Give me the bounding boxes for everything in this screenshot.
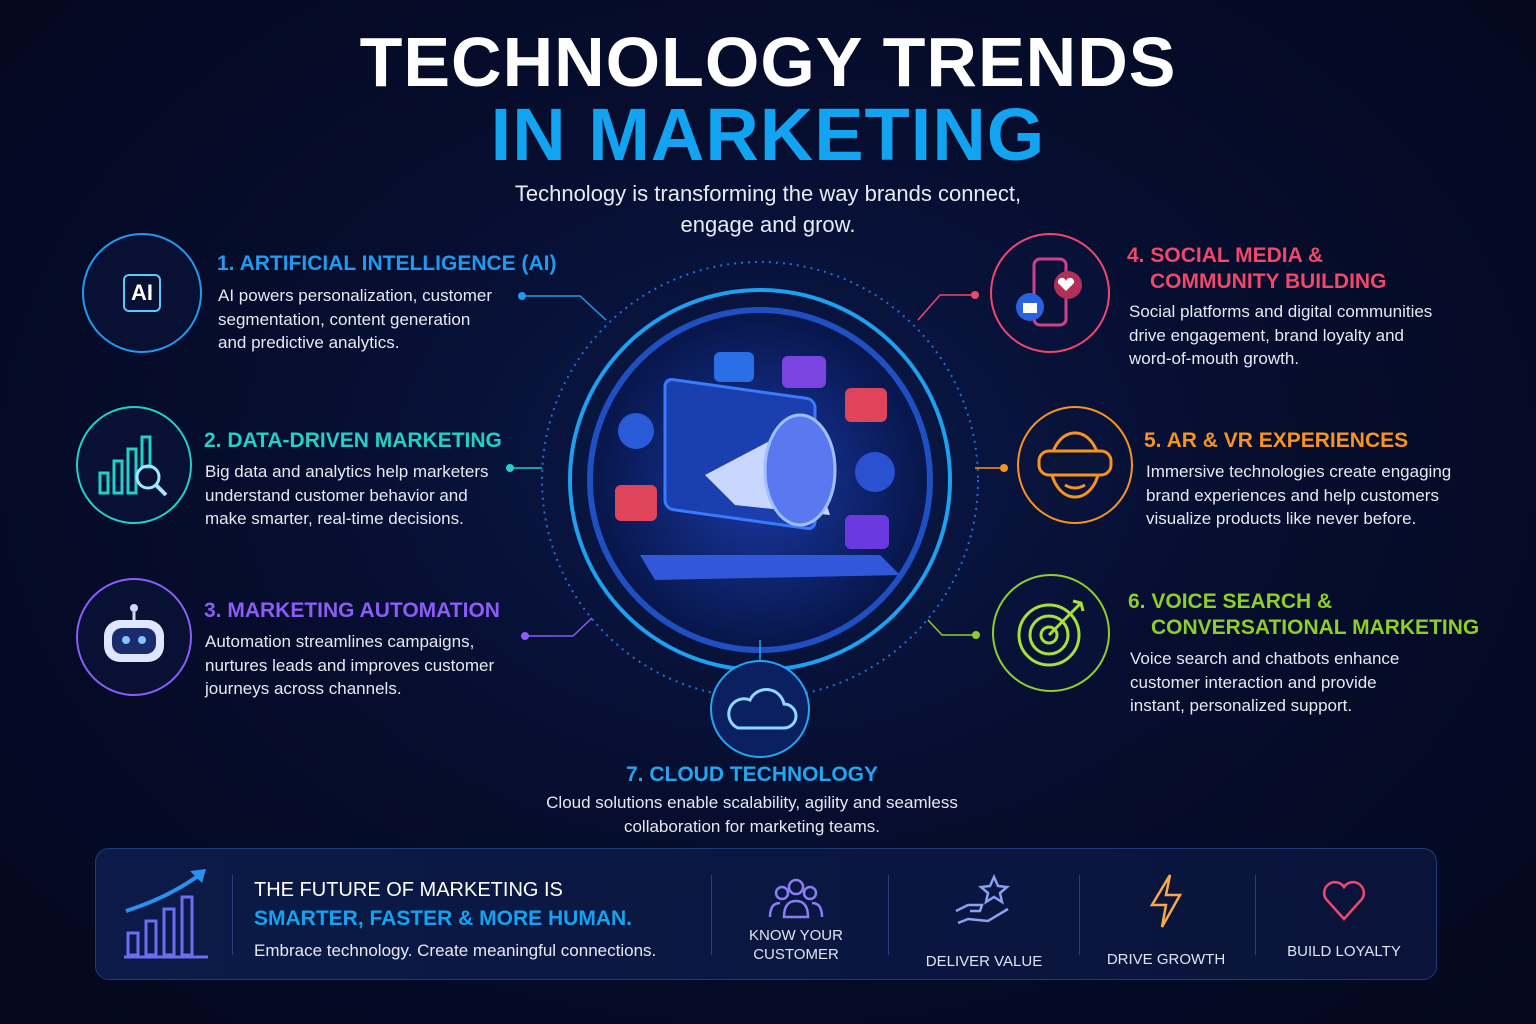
trend-ai-description: AI powers personalization, customer segme… [218, 284, 492, 355]
value-label-line: BUILD LOYALTY [1287, 943, 1401, 960]
value-know-customer: KNOW YOUR CUSTOMER [716, 877, 876, 964]
trend-cloud-title: 7. CLOUD TECHNOLOGY [452, 762, 1052, 788]
value-label-line: DRIVE GROWTH [1106, 951, 1226, 968]
subtitle-line: Technology is transforming the way brand… [514, 181, 1022, 206]
hand-star-icon [955, 873, 1010, 925]
trend-social-title: 4. SOCIAL MEDIA & COMMUNITY BUILDING [1127, 243, 1386, 295]
robot-icon [76, 578, 192, 696]
heart-icon [1322, 880, 1366, 921]
desc-line: journeys across channels. [205, 679, 402, 698]
cloud-icon [710, 660, 810, 758]
value-label-line: KNOW YOUR [749, 927, 843, 944]
title-line: 4. SOCIAL MEDIA & [1127, 244, 1324, 267]
footer-banner: THE FUTURE OF MARKETING IS SMARTER, FAST… [95, 848, 1437, 980]
growth-chart-icon [124, 869, 208, 959]
desc-line: Social platforms and digital communities [1129, 302, 1433, 321]
trend-arvr-description: Immersive technologies create engaging br… [1146, 460, 1451, 531]
people-group-icon [768, 878, 824, 919]
thumbs-up-icon [855, 452, 895, 492]
title-line: 3. MARKETING AUTOMATION [204, 599, 500, 622]
trend-automation-title: 3. MARKETING AUTOMATION [204, 598, 500, 624]
title-line: COMMUNITY BUILDING [1150, 270, 1387, 293]
heart-bubble-icon [845, 388, 887, 422]
title-line: 2. DATA-DRIVEN MARKETING [204, 429, 502, 452]
value-label-line: CUSTOMER [753, 946, 839, 963]
comment-icon [782, 356, 826, 388]
subtitle-line: engage and grow. [680, 212, 856, 237]
desc-line: collaboration for marketing teams. [623, 816, 881, 836]
desc-line: visualize products like never before. [1146, 509, 1417, 528]
desc-line: Voice search and chatbots enhance [1130, 649, 1400, 668]
desc-line: drive engagement, brand loyalty and [1129, 325, 1405, 345]
value-label-line: DELIVER VALUE [925, 953, 1043, 970]
desc-line: brand experiences and help customers [1146, 485, 1439, 505]
footer-line2: SMARTER, FASTER & MORE HUMAN. [254, 907, 632, 930]
desc-line: AI powers personalization, customer [218, 286, 493, 305]
trend-arvr-title: 5. AR & VR EXPERIENCES [1144, 428, 1408, 454]
trend-social-description: Social platforms and digital communities… [1129, 300, 1432, 371]
value-build-loyalty: BUILD LOYALTY [1264, 877, 1424, 961]
value-drive-growth: DRIVE GROWTH [1086, 873, 1246, 969]
title-line: 6. VOICE SEARCH & [1128, 590, 1333, 613]
desc-line: and predictive analytics. [218, 333, 400, 352]
title-line: 1. ARTIFICIAL INTELLIGENCE (AI) [217, 252, 557, 275]
title-line1: TECHNOLOGY TRENDS [359, 23, 1177, 101]
desc-line: segmentation, content generation [218, 309, 471, 329]
value-deliver-value: DELIVER VALUE [904, 873, 1064, 971]
mail-icon [845, 515, 889, 549]
trend-ai-title: 1. ARTIFICIAL INTELLIGENCE (AI) [217, 251, 557, 277]
desc-line: nurtures leads and improves customer [205, 655, 495, 675]
subtitle: Technology is transforming the way brand… [0, 178, 1536, 240]
trend-automation-description: Automation streamlines campaigns, nurture… [205, 630, 494, 701]
desc-line: word-of-mouth growth. [1129, 349, 1300, 368]
desc-line: Automation streamlines campaigns, [205, 632, 475, 651]
title-line: CONVERSATIONAL MARKETING [1151, 616, 1480, 639]
footer-line3: Embrace technology. Create meaningful co… [254, 941, 657, 960]
smartphone-like-heart-icon [990, 233, 1110, 353]
lightning-icon [1149, 874, 1183, 928]
desc-line: Big data and analytics help marketers [205, 462, 489, 481]
desc-line: make smarter, real-time decisions. [205, 509, 464, 528]
desc-line: Cloud solutions enable scalability, agil… [546, 793, 958, 812]
analytics-magnifier-icon [76, 406, 192, 524]
target-arrow-icon [992, 574, 1110, 692]
title-line2: IN MARKETING [490, 93, 1046, 176]
trend-data-description: Big data and analytics help marketers und… [205, 460, 489, 531]
desc-line: customer interaction and provide [1130, 672, 1377, 692]
desc-line: Immersive technologies create engaging [1146, 462, 1452, 481]
title-line: 5. AR & VR EXPERIENCES [1144, 429, 1409, 452]
video-play-icon [615, 485, 657, 521]
desc-line: understand customer behavior and [205, 485, 468, 505]
trend-data-title: 2. DATA-DRIVEN MARKETING [204, 428, 502, 454]
ai-chip-label: AI [123, 274, 161, 312]
trend-cloud-description: Cloud solutions enable scalability, agil… [452, 791, 1052, 838]
title-line: 7. CLOUD TECHNOLOGY [625, 763, 878, 786]
chat-icon [714, 352, 754, 382]
ai-chip-icon: AI [82, 233, 202, 353]
trend-voice-title: 6. VOICE SEARCH & CONVERSATIONAL MARKETIN… [1128, 589, 1479, 641]
desc-line: instant, personalized support. [1130, 696, 1353, 715]
user-icon [618, 413, 654, 449]
trend-voice-description: Voice search and chatbots enhance custome… [1130, 647, 1399, 718]
footer-line1: THE FUTURE OF MARKETING IS [254, 879, 563, 901]
vr-headset-icon [1017, 406, 1133, 524]
